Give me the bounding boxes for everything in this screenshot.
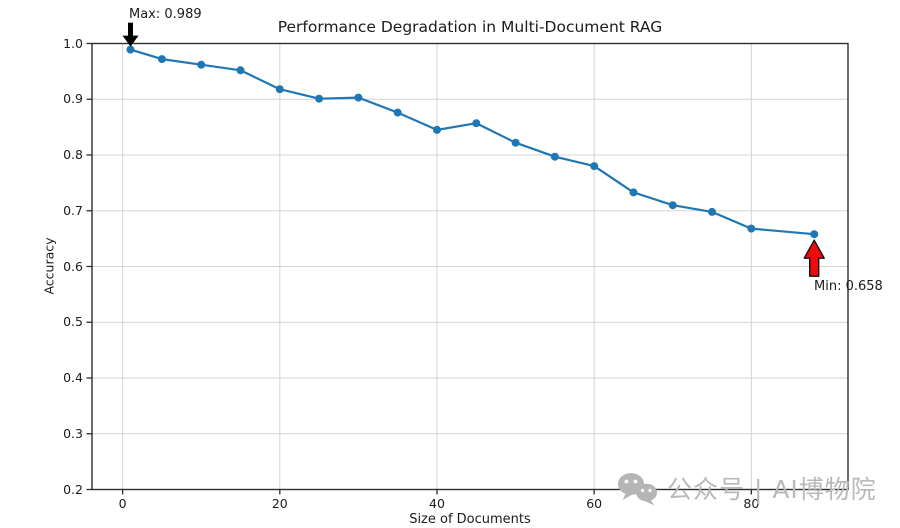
data-point xyxy=(275,85,284,94)
x-tick-label: 80 xyxy=(743,495,760,511)
wechat-icon xyxy=(618,472,657,505)
data-point xyxy=(393,108,402,117)
y-tick-label: 0.3 xyxy=(63,425,83,441)
data-point xyxy=(197,60,206,69)
min-annotation: Min: 0.658 xyxy=(814,279,883,294)
y-tick-label: 0.6 xyxy=(63,258,83,274)
data-point xyxy=(315,94,324,103)
x-tick-label: 20 xyxy=(271,495,288,511)
data-point xyxy=(354,93,363,102)
max-annotation: Max: 0.989 xyxy=(129,7,202,22)
data-line xyxy=(130,48,815,236)
down-arrow-icon xyxy=(122,22,139,47)
data-point xyxy=(236,66,245,75)
up-arrow-icon xyxy=(803,239,825,277)
y-tick-label: 0.8 xyxy=(63,147,83,162)
watermark: 公众号 | AI博物院 xyxy=(617,469,877,507)
y-tick-label: 0.7 xyxy=(63,202,83,218)
x-tick-label: 40 xyxy=(429,495,445,511)
watermark-text: 公众号 | AI博物院 xyxy=(667,475,877,504)
y-tick-label: 0.5 xyxy=(63,314,83,330)
data-point xyxy=(126,45,135,54)
data-point xyxy=(511,138,520,147)
x-tick-label: 0 xyxy=(118,495,127,511)
y-tick-label: 0.4 xyxy=(63,370,83,385)
data-point xyxy=(810,230,819,239)
x-tick-label: 60 xyxy=(586,495,603,511)
data-point xyxy=(550,152,559,161)
y-tick-label: 0.2 xyxy=(63,481,83,497)
data-point xyxy=(433,125,441,134)
data-point xyxy=(668,201,677,210)
data-point xyxy=(747,224,756,233)
data-point xyxy=(629,188,638,197)
data-point xyxy=(472,119,481,128)
chart-title: Performance Degradation in Multi-Documen… xyxy=(277,18,663,36)
data-point xyxy=(157,55,166,64)
y-tick-label: 1.0 xyxy=(63,35,83,51)
data-point xyxy=(708,207,716,216)
x-axis-label: Size of Documents xyxy=(409,512,531,527)
y-tick-label: 0.9 xyxy=(63,91,83,107)
data-point xyxy=(590,162,599,171)
